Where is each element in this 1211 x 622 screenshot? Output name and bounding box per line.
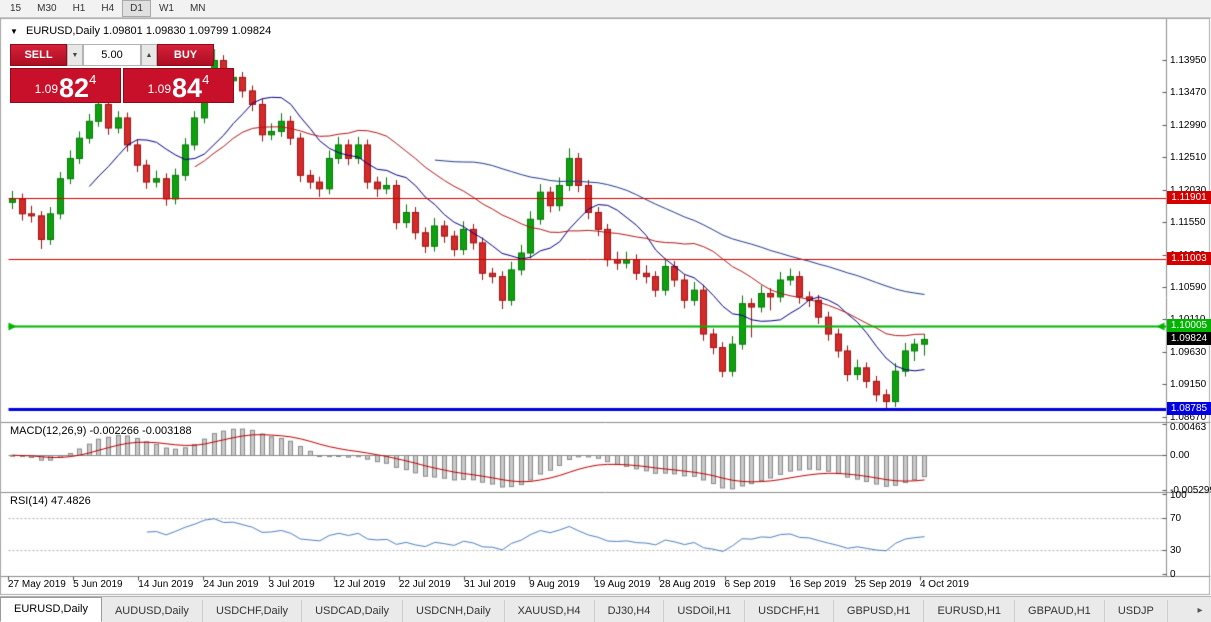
rsi-axis-tick: 0 — [1170, 569, 1176, 580]
sell-price-big-digits: 82 — [59, 73, 90, 103]
rsi-axis-tick: 100 — [1170, 490, 1187, 501]
time-axis-label: 28 Aug 2019 — [659, 579, 716, 590]
sell-button[interactable]: SELL — [10, 44, 67, 66]
chart-menu-icon[interactable]: ▼ — [10, 27, 18, 36]
trade-controls-row: SELL ▼ ▲ BUY — [10, 44, 236, 66]
price-axis-tick: 1.12990 — [1170, 119, 1207, 131]
time-axis-label: 4 Oct 2019 — [919, 579, 969, 590]
time-axis-label: 19 Aug 2019 — [594, 579, 651, 590]
timeframe-toolbar: 15 M30 H1 H4 D1 W1 MN — [0, 0, 1211, 18]
timeframe-button-h1[interactable]: H1 — [72, 3, 86, 14]
time-axis-label: 12 Jul 2019 — [333, 579, 386, 590]
buy-price-prefix: 1.09 — [147, 82, 172, 96]
chart-ohlc-quote: 1.09801 1.09830 1.09799 1.09824 — [103, 25, 272, 37]
buy-price-pipette: 4 — [202, 72, 210, 87]
chart-tab-dj30-h4[interactable]: DJ30,H4 — [595, 600, 665, 622]
sell-price-display[interactable]: 1.09 82 4 — [10, 68, 121, 103]
time-axis-label: 9 Aug 2019 — [529, 579, 580, 590]
buy-price-big-digits: 84 — [172, 73, 203, 103]
chart-tab-usdchf-h1[interactable]: USDCHF,H1 — [745, 600, 834, 622]
price-axis-tick: 1.08670 — [1170, 411, 1207, 423]
timeframe-button-15[interactable]: 15 — [10, 3, 22, 14]
timeframe-button-mn[interactable]: MN — [189, 3, 206, 14]
chart-tab-gbpaud-h1[interactable]: GBPAUD,H1 — [1015, 600, 1105, 622]
price-axis-tick: 1.11550 — [1170, 217, 1206, 229]
volume-increase-button[interactable]: ▲ — [141, 44, 157, 66]
macd-axis-tick: 0.00463 — [1170, 422, 1207, 433]
sell-price-pipette: 4 — [89, 72, 97, 87]
volume-decrease-button[interactable]: ▼ — [67, 44, 83, 66]
time-axis-label: 3 Jul 2019 — [268, 579, 315, 590]
rsi-axis-tick: 30 — [1170, 545, 1182, 556]
time-axis-label: 24 Jun 2019 — [203, 579, 259, 590]
level-price-label: 1.11901 — [1167, 191, 1211, 205]
time-axis-label: 27 May 2019 — [8, 579, 66, 590]
chart-tab-gbpusd-h1[interactable]: GBPUSD,H1 — [834, 600, 925, 622]
price-axis-tick: 1.09150 — [1170, 379, 1207, 391]
chart-tab-usdcad-daily[interactable]: USDCAD,Daily — [302, 600, 404, 622]
timeframe-button-d1[interactable]: D1 — [122, 0, 151, 17]
macd-axis-tick: -0.005299 — [1170, 485, 1211, 496]
time-axis-label: 31 Jul 2019 — [463, 579, 516, 590]
chart-tab-usdoil-h1[interactable]: USDOil,H1 — [664, 600, 746, 622]
buy-button[interactable]: BUY — [157, 44, 214, 66]
price-axis-tick: 1.13470 — [1170, 87, 1207, 99]
buy-price-display[interactable]: 1.09 84 4 — [123, 68, 234, 103]
chart-tab-audusd-daily[interactable]: AUDUSD,Daily — [102, 600, 203, 622]
chart-overlay: ▼ EURUSD,Daily 1.09801 1.09830 1.09799 1… — [0, 18, 1211, 596]
chart-tab-eurusd-h1[interactable]: EURUSD,H1 — [924, 600, 1016, 622]
chart-tab-usdjp[interactable]: USDJP — [1105, 600, 1168, 622]
price-axis-tick: 1.09630 — [1170, 346, 1207, 358]
rsi-name: RSI(14) — [10, 495, 48, 507]
level-price-label: 1.10005 — [1167, 319, 1211, 333]
rsi-value: 47.4826 — [50, 495, 91, 507]
current-price-label: 1.09824 — [1167, 331, 1211, 345]
macd-name: MACD(12,26,9) — [10, 425, 87, 437]
time-axis-label: 14 Jun 2019 — [138, 579, 194, 590]
level-price-label: 1.11003 — [1167, 252, 1211, 266]
chart-tab-usdcnh-daily[interactable]: USDCNH,Daily — [403, 600, 505, 622]
time-axis-label: 5 Jun 2019 — [73, 579, 123, 590]
price-chart-canvas[interactable] — [0, 18, 1211, 596]
chart-symbol-header: ▼ EURUSD,Daily 1.09801 1.09830 1.09799 1… — [10, 25, 271, 37]
one-click-trading-panel: SELL ▼ ▲ BUY 1.09 82 4 1.09 84 4 — [10, 44, 236, 103]
price-axis-tick: 1.13950 — [1170, 55, 1207, 66]
macd-indicator-label: MACD(12,26,9) -0.002266 -0.003188 — [10, 425, 192, 437]
volume-input[interactable] — [83, 44, 141, 66]
macd-axis-tick: 0.00 — [1170, 449, 1190, 461]
tabbar-scroll-right-icon[interactable]: ▸ — [1197, 605, 1203, 616]
rsi-axis-tick: 70 — [1170, 513, 1182, 524]
trade-prices-row: 1.09 82 4 1.09 84 4 — [10, 68, 236, 103]
chart-tab-usdchf-daily[interactable]: USDCHF,Daily — [203, 600, 303, 622]
timeframe-button-h4[interactable]: H4 — [101, 3, 115, 14]
rsi-indicator-label: RSI(14) 47.4826 — [10, 495, 91, 507]
time-axis-label: 16 Sep 2019 — [789, 579, 847, 590]
chart-tab-eurusd-daily[interactable]: EURUSD,Daily — [0, 597, 102, 622]
price-axis-tick: 1.12030 — [1170, 184, 1207, 196]
sell-price-prefix: 1.09 — [34, 82, 59, 96]
timeframe-button-w1[interactable]: W1 — [158, 3, 174, 14]
time-axis-label: 25 Sep 2019 — [854, 579, 912, 590]
macd-values: -0.002266 -0.003188 — [89, 425, 192, 437]
chart-tabbar: EURUSD,Daily AUDUSD,Daily USDCHF,Daily USDC… — [0, 596, 1211, 622]
chart-window: ▼ EURUSD,Daily 1.09801 1.09830 1.09799 1… — [0, 18, 1211, 596]
time-axis-label: 22 Jul 2019 — [398, 579, 451, 590]
level-price-label: 1.08785 — [1167, 401, 1211, 415]
time-axis-label: 6 Sep 2019 — [724, 579, 776, 590]
price-axis-tick: 1.10590 — [1170, 281, 1207, 293]
chart-tab-xauusd-h4[interactable]: XAUUSD,H4 — [505, 600, 595, 622]
chart-symbol-title: EURUSD,Daily — [25, 25, 100, 37]
timeframe-button-m30[interactable]: M30 — [37, 3, 57, 14]
price-axis-tick: 1.12510 — [1170, 152, 1207, 164]
